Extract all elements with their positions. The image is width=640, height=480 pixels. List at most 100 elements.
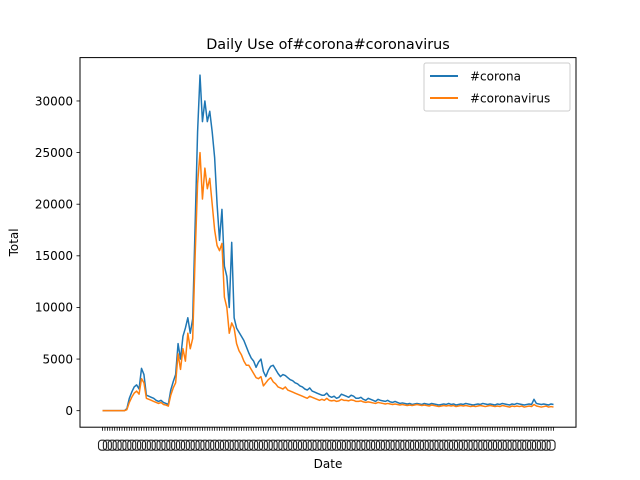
x-tick-label	[117, 439, 127, 451]
y-tick-label: 15000	[35, 249, 73, 263]
x-tick-label	[195, 439, 205, 451]
x-tick-label	[224, 439, 234, 451]
x-axis	[97, 427, 556, 451]
x-tick-label	[239, 439, 249, 451]
y-tick-label: 5000	[42, 352, 73, 366]
x-tick-label	[283, 439, 293, 451]
x-tick-label	[210, 439, 220, 451]
x-tick-label	[473, 439, 483, 451]
x-tick-label	[307, 439, 317, 451]
x-tick-label	[151, 439, 161, 451]
x-tick-label	[546, 439, 556, 451]
x-tick-label	[244, 439, 254, 451]
legend: #corona #coronavirus	[423, 62, 571, 112]
x-tick-label	[141, 439, 151, 451]
x-tick-label	[395, 439, 405, 451]
x-tick-label	[424, 439, 434, 451]
x-tick-label	[444, 439, 454, 451]
x-tick-label	[346, 439, 356, 451]
x-tick-label	[132, 439, 142, 451]
series-line-corona	[102, 74, 554, 412]
x-tick-label	[385, 439, 395, 451]
x-tick-label	[190, 439, 200, 451]
x-tick-label	[102, 439, 112, 451]
y-tick-label: 0	[65, 404, 73, 418]
x-tick-label	[434, 439, 444, 451]
x-tick-label	[541, 439, 551, 451]
y-tick-label: 10000	[35, 301, 73, 315]
x-tick-label	[366, 439, 376, 451]
x-tick-label	[322, 439, 332, 451]
x-tick-label	[483, 439, 493, 451]
x-tick-label	[258, 439, 268, 451]
x-tick-label	[166, 439, 176, 451]
x-tick-label	[341, 439, 351, 451]
x-tick-label	[375, 439, 385, 451]
x-tick-labels	[97, 439, 556, 451]
x-tick-label	[405, 439, 415, 451]
x-tick-label	[288, 439, 298, 451]
chart-title: Daily Use of#corona#coronavirus	[206, 37, 450, 53]
x-tick-label	[268, 439, 278, 451]
x-tick-label	[146, 439, 156, 451]
x-tick-label	[327, 439, 337, 451]
x-tick-label	[531, 439, 541, 451]
x-tick-label	[180, 439, 190, 451]
x-tick-label	[463, 439, 473, 451]
x-tick-label	[517, 439, 527, 451]
x-tick-label	[185, 439, 195, 451]
y-axis: 0 5000 10000 15000 20000 25000 30000	[35, 94, 80, 418]
y-tick-label: 25000	[35, 146, 73, 160]
x-tick-label	[361, 439, 371, 451]
x-tick-label	[370, 439, 381, 451]
x-tick-label	[278, 439, 288, 451]
x-tick-label	[492, 439, 502, 451]
x-tick-label	[390, 439, 400, 451]
x-tick-label	[336, 439, 346, 451]
x-tick-label	[161, 439, 171, 451]
x-tick-label	[527, 439, 537, 451]
x-tick-label	[512, 439, 522, 451]
x-tick-label	[429, 439, 439, 451]
legend-label-corona: #corona	[470, 70, 521, 84]
x-tick-label	[200, 439, 210, 451]
x-tick-label	[351, 439, 361, 451]
legend-label-coronavirus: #coronavirus	[470, 92, 550, 106]
x-tick-label	[497, 439, 507, 451]
y-axis-label: Total	[7, 228, 21, 257]
y-tick-label: 30000	[35, 94, 73, 108]
x-tick-label	[317, 439, 327, 451]
x-tick-label	[458, 439, 468, 451]
x-tick-label	[400, 439, 410, 451]
x-tick-label	[127, 439, 137, 451]
x-tick-label	[136, 439, 147, 451]
x-tick-label	[122, 439, 132, 451]
x-tick-marks	[102, 427, 554, 431]
x-tick-label	[175, 439, 186, 451]
x-tick-label	[292, 439, 303, 451]
series-line-coronavirus	[102, 151, 554, 412]
x-tick-label	[171, 439, 181, 451]
x-tick-label	[297, 439, 307, 451]
x-axis-label: Date	[314, 457, 343, 471]
x-tick-label	[419, 439, 429, 451]
x-tick-label	[253, 439, 264, 451]
x-tick-label	[229, 439, 239, 451]
x-tick-label	[107, 439, 117, 451]
x-tick-label	[156, 439, 166, 451]
x-tick-label	[414, 439, 424, 451]
x-tick-label	[478, 439, 488, 451]
x-tick-label	[302, 439, 312, 451]
x-tick-label	[487, 439, 498, 451]
axes-frame	[79, 57, 577, 428]
x-tick-label	[453, 439, 463, 451]
legend-box	[423, 62, 571, 112]
x-tick-label	[507, 439, 517, 451]
x-tick-label	[112, 439, 122, 451]
plot-area	[102, 74, 554, 412]
x-tick-label	[356, 439, 366, 451]
x-tick-label	[536, 439, 546, 451]
x-tick-label	[468, 439, 478, 451]
x-tick-label	[97, 439, 108, 451]
